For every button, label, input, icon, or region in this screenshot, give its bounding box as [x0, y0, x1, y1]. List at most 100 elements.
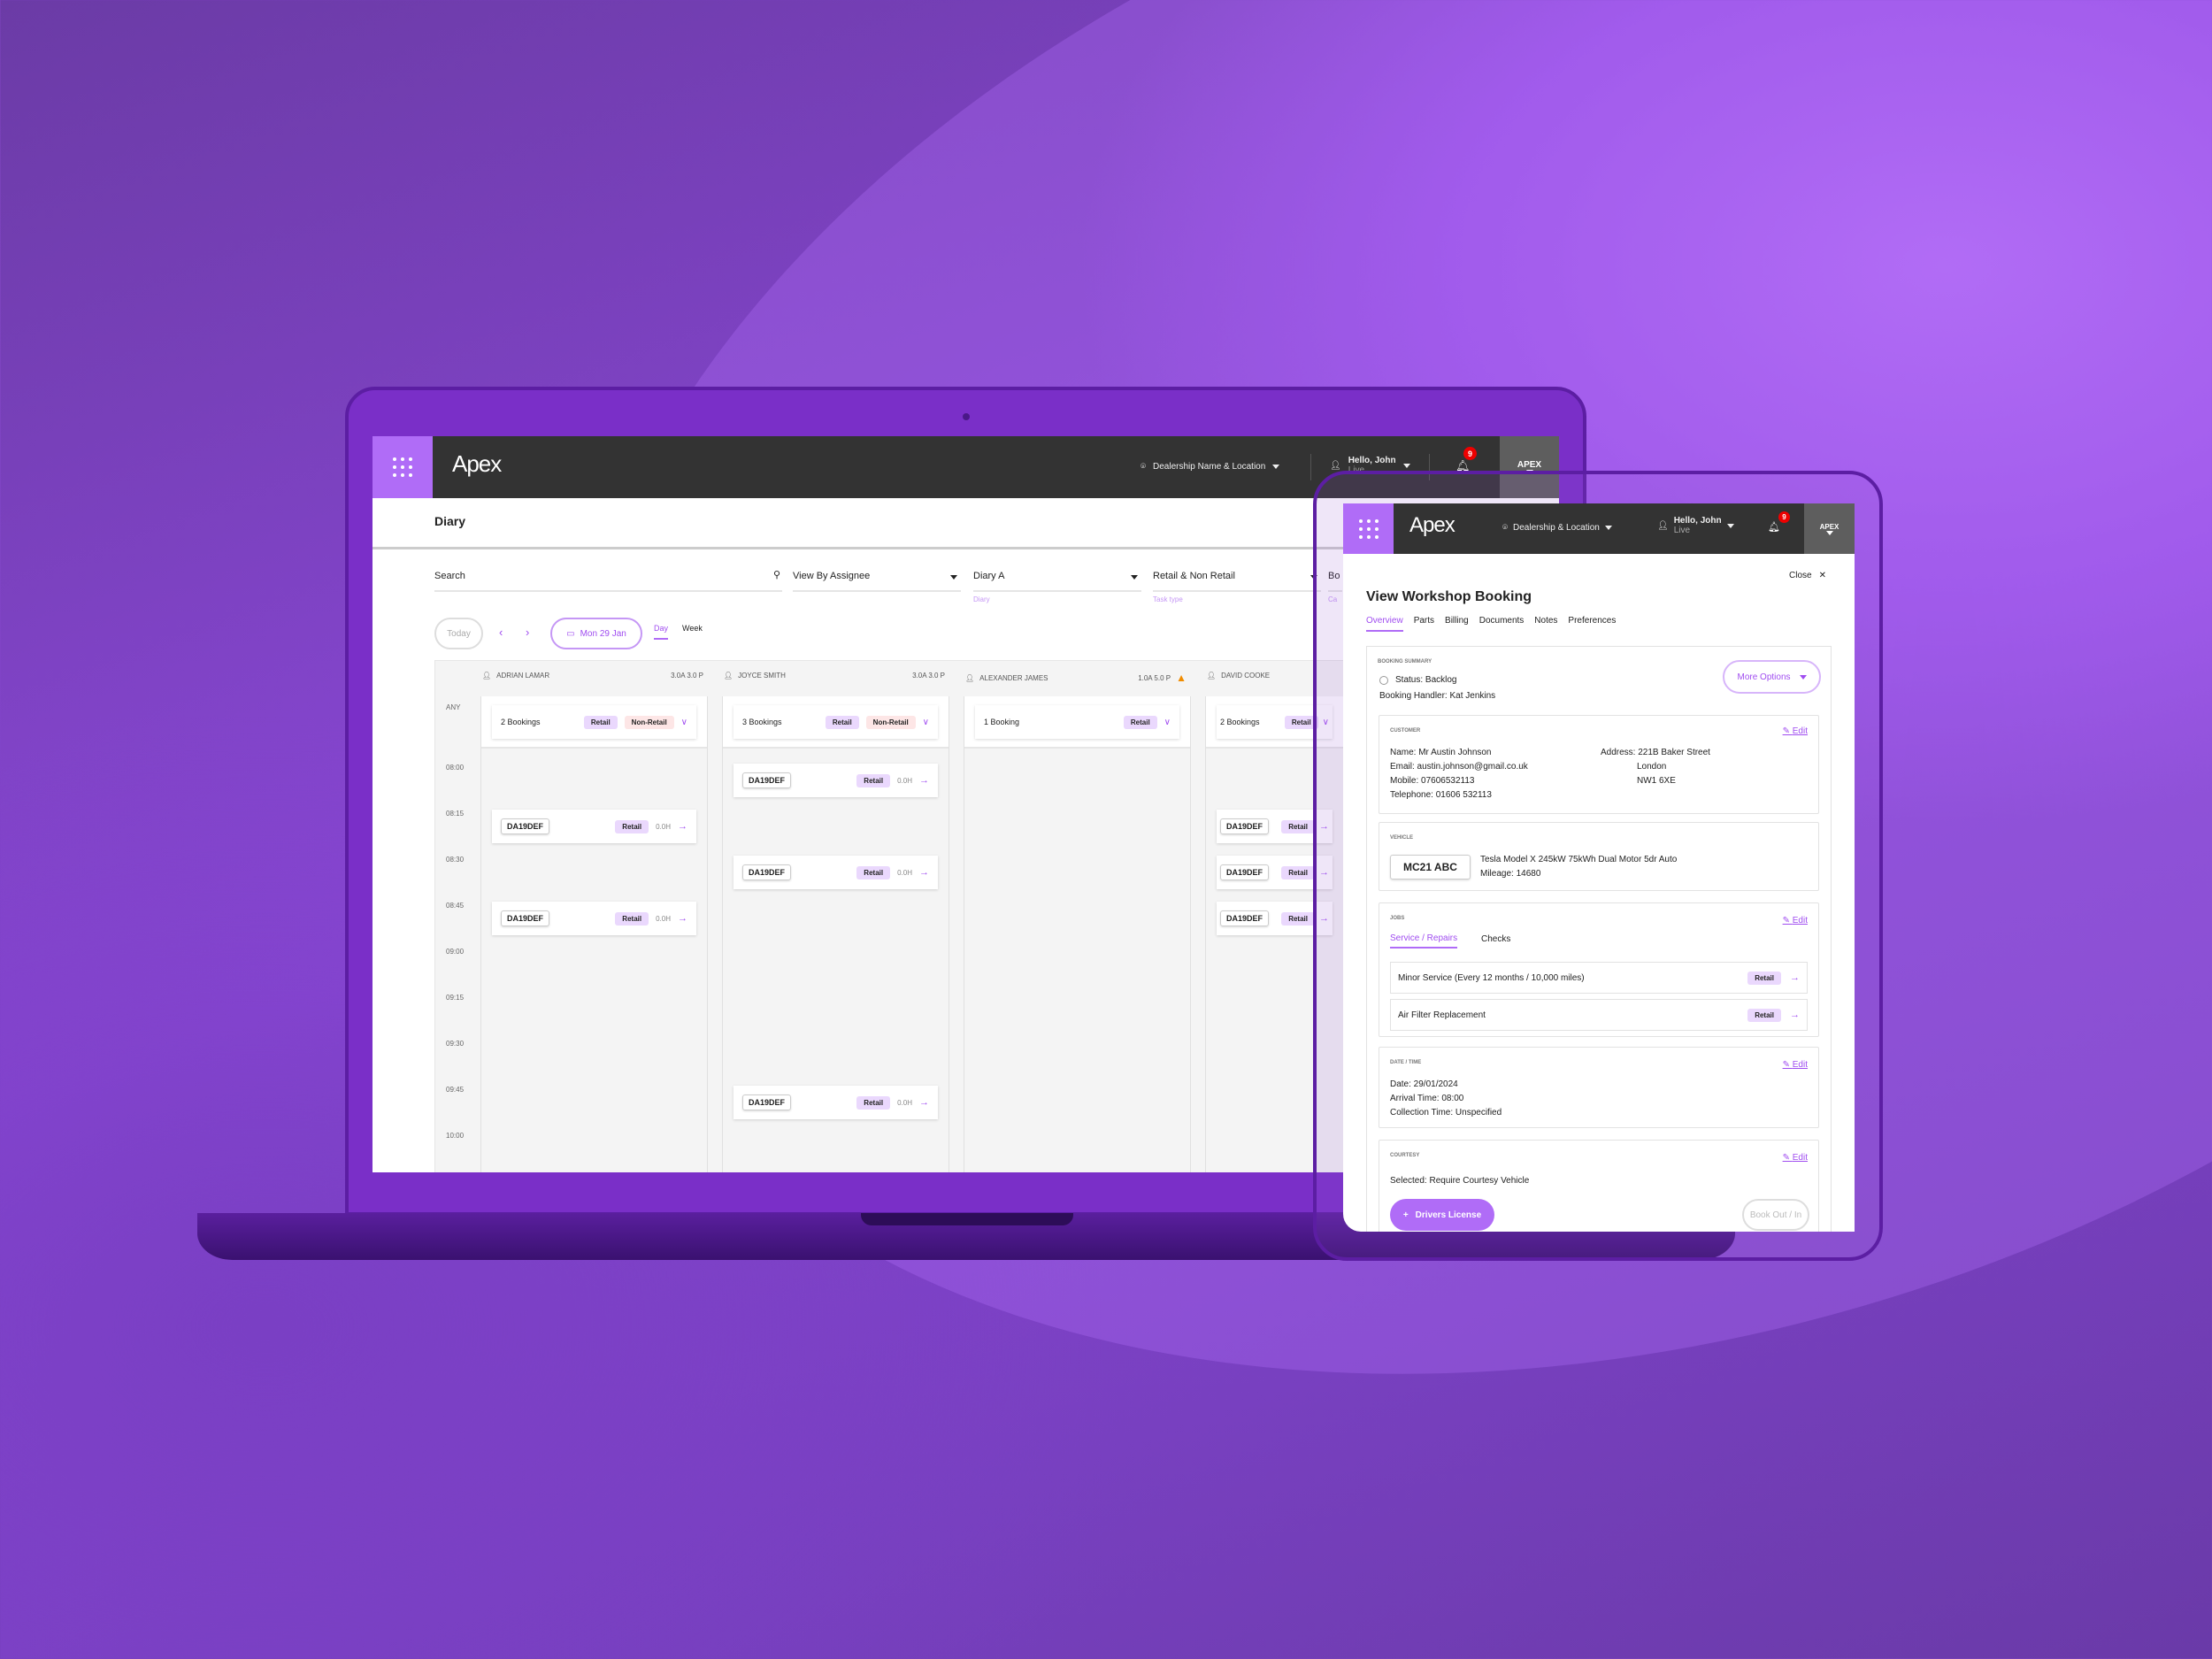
tab-checks[interactable]: Checks: [1481, 934, 1511, 944]
bell-icon[interactable]: 🔔︎: [1455, 459, 1471, 472]
tab-service-repairs[interactable]: Service / Repairs: [1390, 933, 1458, 949]
next-day-button[interactable]: ›: [526, 626, 530, 639]
warning-icon: ▲: [1176, 672, 1187, 684]
brand-label: APEX: [1819, 522, 1839, 531]
assignee-name: ALEXANDER JAMES: [979, 673, 1048, 682]
close-button[interactable]: Close ✕: [1789, 571, 1826, 580]
booking-hours: 0.0H: [897, 1098, 912, 1107]
retail-tag: Retail: [856, 1095, 891, 1110]
time-label: 09:45: [446, 1086, 465, 1094]
chevron-down-icon[interactable]: ∨: [680, 717, 687, 727]
more-options-label: More Options: [1737, 672, 1791, 682]
collection-time: Collection Time: Unspecified: [1390, 1108, 1502, 1118]
arrow-right-icon[interactable]: →: [919, 867, 929, 878]
prev-day-button[interactable]: ‹: [499, 626, 503, 639]
job-item[interactable]: Minor Service (Every 12 months / 10,000 …: [1390, 962, 1808, 994]
arrow-right-icon[interactable]: →: [1319, 913, 1329, 924]
tab-preferences[interactable]: Preferences: [1568, 616, 1617, 626]
retail-tag: Retail: [615, 911, 649, 926]
search-icon: ⚲: [772, 570, 780, 580]
arrow-right-icon[interactable]: →: [678, 913, 687, 924]
app-menu-button[interactable]: [373, 436, 433, 498]
section-label: Date / Time: [1390, 1060, 1422, 1065]
caret-down-icon: [1272, 465, 1280, 469]
drivers-license-button[interactable]: + Drivers License: [1390, 1199, 1494, 1231]
tablet-screen: Apex ⌾ Dealership & Location 👤︎ Hello, Joh…: [1343, 503, 1855, 1232]
brand-switcher[interactable]: APEX: [1804, 503, 1855, 554]
edit-date-link[interactable]: ✎ Edit: [1782, 1060, 1808, 1070]
booking-card[interactable]: DA19DEF Retail 0.0H →: [733, 764, 938, 797]
booking-card[interactable]: DA19DEF Retail 0.0H →: [492, 902, 696, 935]
chevron-down-icon[interactable]: ∨: [1322, 717, 1329, 727]
vehicle-section: Vehicle MC21 ABC Tesla Model X 245kW 75k…: [1379, 822, 1819, 891]
tab-day[interactable]: Day: [654, 624, 669, 640]
assignee-header: 👤︎ DAVID COOKE: [1207, 672, 1331, 680]
booking-handler: Booking Handler: Kat Jenkins: [1379, 691, 1496, 701]
retail-tag: Retail: [1281, 819, 1315, 833]
user-icon: 👤︎: [1657, 520, 1669, 531]
tab-documents[interactable]: Documents: [1479, 616, 1525, 626]
retail-tag: Retail: [856, 865, 891, 879]
arrow-right-icon[interactable]: →: [678, 821, 687, 832]
edit-customer-link[interactable]: ✎ Edit: [1782, 726, 1808, 736]
arrow-right-icon[interactable]: →: [1790, 972, 1800, 983]
bookings-summary[interactable]: 3 Bookings Retail Non-Retail ∨: [733, 705, 938, 739]
assignee-header: 👤︎ ADRIAN LAMAR 3.0A 3.0 P: [482, 672, 703, 680]
user-menu[interactable]: 👤︎ Hello, John Live: [1330, 456, 1410, 475]
brand-label: APEX: [1517, 460, 1542, 470]
arrow-right-icon[interactable]: →: [1319, 867, 1329, 878]
divider: [1310, 454, 1311, 480]
job-item[interactable]: Air Filter Replacement Retail →: [1390, 999, 1808, 1031]
location-selector[interactable]: ⌾ Dealership Name & Location: [1141, 462, 1280, 472]
view-value: View By Assignee: [793, 571, 871, 581]
arrow-right-icon[interactable]: →: [919, 1097, 929, 1108]
chevron-down-icon[interactable]: ∨: [922, 717, 929, 727]
assignee-column: 1 Booking Retail ∨: [964, 696, 1191, 1172]
chevron-down-icon[interactable]: ∨: [1164, 717, 1171, 727]
date-picker[interactable]: ▭ Mon 29 Jan: [550, 618, 642, 649]
bell-icon[interactable]: 🔔︎: [1768, 522, 1780, 533]
brand-switcher[interactable]: APEX: [1500, 436, 1559, 498]
bookings-summary[interactable]: 1 Booking Retail ∨: [975, 705, 1179, 739]
booking-card[interactable]: DA19DEF Retail 0.0H →: [733, 856, 938, 889]
user-menu[interactable]: 👤︎ Hello, John Live: [1657, 516, 1734, 535]
edit-jobs-link[interactable]: ✎ Edit: [1782, 916, 1808, 926]
job-name: Air Filter Replacement: [1398, 1010, 1486, 1020]
partial-select[interactable]: Bo: [1328, 567, 1342, 592]
any-row: 1 Booking Retail ∨: [964, 696, 1190, 749]
tab-billing[interactable]: Billing: [1445, 616, 1469, 626]
job-name: Minor Service (Every 12 months / 10,000 …: [1398, 972, 1585, 983]
edit-courtesy-link[interactable]: ✎ Edit: [1782, 1153, 1808, 1163]
app-menu-button[interactable]: [1343, 503, 1394, 554]
arrow-right-icon[interactable]: →: [1790, 1010, 1800, 1020]
caret-down-icon: [950, 575, 957, 580]
tab-week[interactable]: Week: [682, 624, 703, 633]
booking-card[interactable]: DA19DEF Retail 0.0H →: [733, 1086, 938, 1119]
partial-field-label: Ca: [1328, 595, 1338, 603]
any-row: 2 Bookings Retail Non-Retail ∨: [481, 696, 707, 749]
assignee-hours: 3.0A 3.0 P: [671, 672, 703, 680]
retail-tag: Retail: [825, 715, 859, 729]
tab-parts[interactable]: Parts: [1413, 616, 1435, 626]
tab-notes[interactable]: Notes: [1534, 616, 1558, 626]
any-row-label: ANY: [446, 703, 461, 711]
arrow-right-icon[interactable]: →: [1319, 821, 1329, 832]
diary-select[interactable]: Diary A: [973, 567, 1141, 592]
more-options-button[interactable]: More Options: [1723, 660, 1821, 694]
task-type-select[interactable]: Retail & Non Retail: [1153, 567, 1321, 592]
today-button[interactable]: Today: [434, 618, 483, 649]
book-out-in-button[interactable]: Book Out / In: [1742, 1199, 1809, 1231]
view-select[interactable]: View By Assignee: [793, 567, 961, 592]
arrow-right-icon[interactable]: →: [919, 775, 929, 786]
assignee-hours: 1.0A 5.0 P: [1138, 673, 1171, 682]
booking-card[interactable]: DA19DEF Retail 0.0H →: [492, 810, 696, 843]
status-radio[interactable]: [1379, 676, 1388, 685]
location-selector[interactable]: ⌾ Dealership & Location: [1502, 523, 1612, 533]
tab-overview[interactable]: Overview: [1366, 616, 1403, 632]
customer-city: London: [1637, 762, 1667, 772]
vehicle-registration: MC21 ABC: [1390, 855, 1471, 879]
bookings-summary[interactable]: 2 Bookings Retail Non-Retail ∨: [492, 705, 696, 739]
caret-down-icon: [1402, 463, 1410, 468]
user-status: Live: [1673, 526, 1691, 535]
search-input[interactable]: Search ⚲: [434, 567, 782, 592]
